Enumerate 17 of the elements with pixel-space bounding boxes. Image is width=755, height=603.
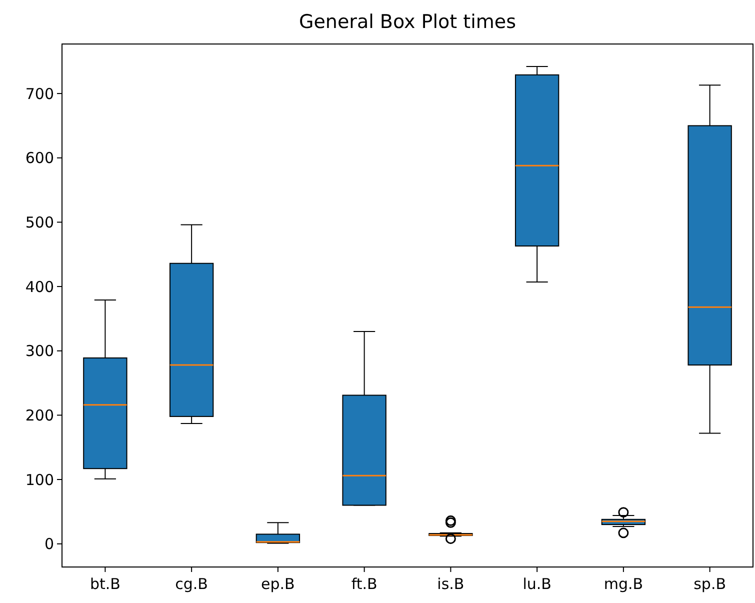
- y-tick-label: 200: [25, 406, 54, 424]
- x-tick-label: cg.B: [175, 575, 208, 593]
- x-tick-label: mg.B: [604, 575, 644, 593]
- x-tick-label: ep.B: [261, 575, 295, 593]
- y-tick-label: 700: [25, 84, 54, 103]
- x-tick-label: ft.B: [351, 575, 378, 593]
- y-tick-label: 100: [25, 470, 54, 489]
- x-tick-label: bt.B: [90, 575, 120, 593]
- x-tick-label: is.B: [437, 575, 464, 593]
- x-tick-label: lu.B: [522, 575, 552, 593]
- y-tick-label: 0: [44, 535, 54, 554]
- y-tick-label: 400: [25, 278, 54, 296]
- y-tick-label: 300: [25, 342, 54, 360]
- y-tick-label: 500: [25, 213, 54, 232]
- x-tick-label: sp.B: [694, 575, 726, 593]
- chart-title: General Box Plot times: [299, 11, 516, 33]
- y-tick-label: 600: [25, 149, 54, 168]
